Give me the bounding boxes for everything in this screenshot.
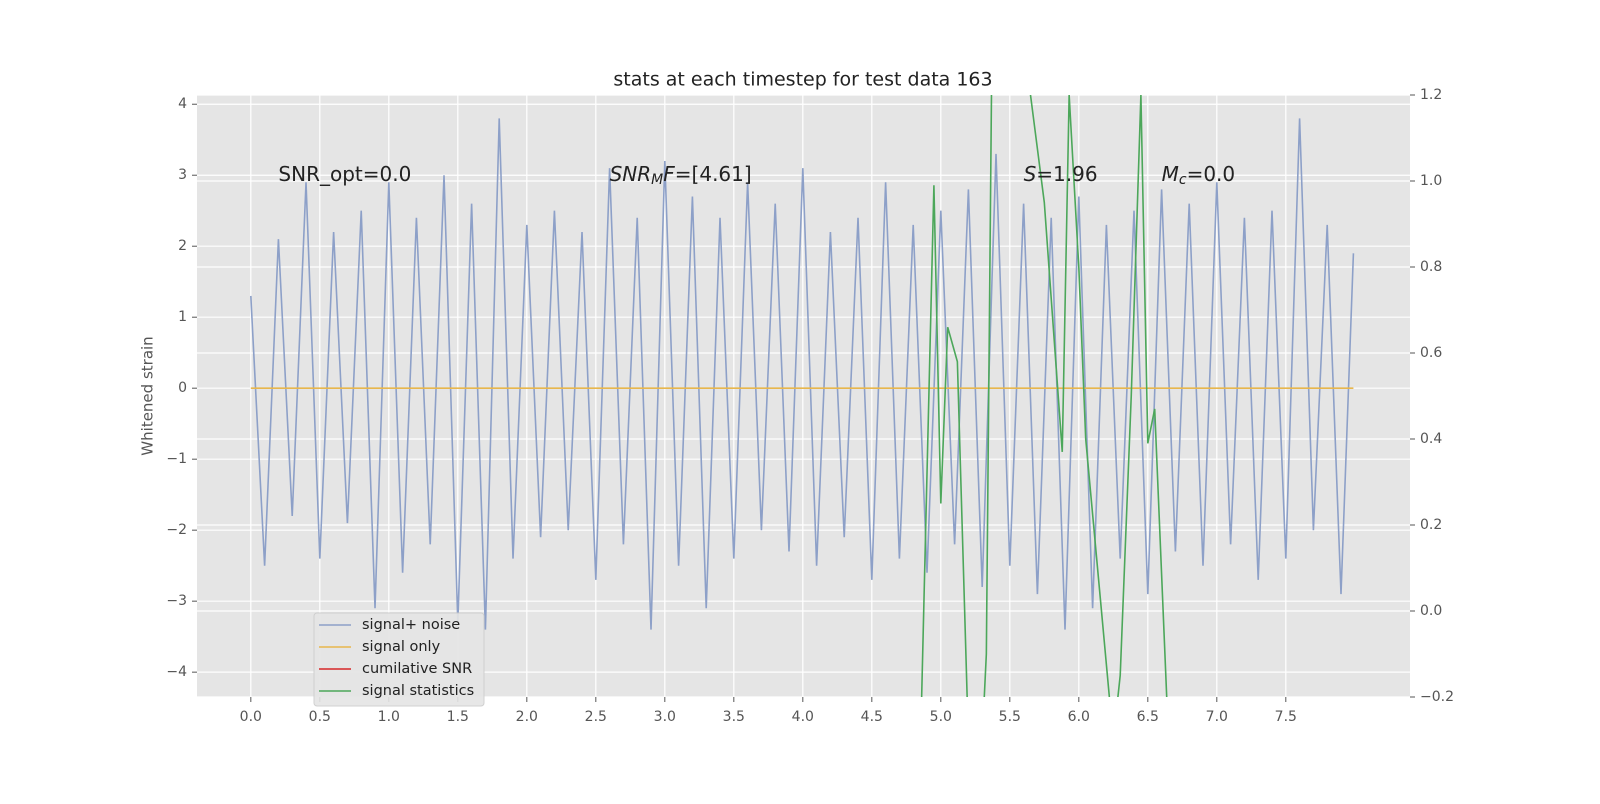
annotation: SNRMF=[4.61] <box>610 162 752 189</box>
y-tick-label: 4 <box>178 96 187 112</box>
annotation-part: =[4.61] <box>675 162 752 186</box>
y-tick-label: −3 <box>166 593 187 609</box>
x-tick-label: 1.0 <box>378 709 400 725</box>
annotation-part: F <box>663 162 675 186</box>
annotation-part: SNR <box>610 162 652 186</box>
y2-tick-label: 1.2 <box>1420 87 1442 103</box>
chart-title: stats at each timestep for test data 163 <box>613 69 992 91</box>
legend-label: signal statistics <box>362 683 474 699</box>
series-line <box>920 95 1168 697</box>
annotation-part: M <box>651 172 663 188</box>
x-tick-label: 4.5 <box>861 709 883 725</box>
x-tick-label: 3.5 <box>723 709 745 725</box>
y2-tick-label: 0.0 <box>1420 603 1442 619</box>
annotation: SNR_opt=0.0 <box>278 162 411 186</box>
y2-tick-label: 0.6 <box>1420 345 1442 361</box>
x-tick-label: 3.0 <box>654 709 676 725</box>
x-tick-label: 2.0 <box>516 709 538 725</box>
y-tick-label: 1 <box>178 309 187 325</box>
annotation-part: =1.96 <box>1036 162 1097 186</box>
legend-label: signal+ noise <box>362 617 460 633</box>
x-tick-label: 2.5 <box>585 709 607 725</box>
annotation: S=1.96 <box>1024 162 1098 186</box>
y-tick-label: −1 <box>166 451 187 467</box>
y-tick-label: −4 <box>166 664 187 680</box>
y-axis-label: Whitened strain <box>139 336 157 455</box>
y-tick-label: 0 <box>178 380 187 396</box>
annotation-part: c <box>1179 172 1187 188</box>
x-tick-label: 5.5 <box>999 709 1021 725</box>
y2-tick-label: 0.2 <box>1420 517 1442 533</box>
y2-tick-label: −0.2 <box>1420 689 1454 705</box>
annotation-part: SNR_opt=0.0 <box>278 162 411 186</box>
y-tick-label: 3 <box>178 167 187 183</box>
legend-label: signal only <box>362 639 441 655</box>
y2-tick-label: 0.4 <box>1420 431 1442 447</box>
x-tick-label: 0.0 <box>240 709 262 725</box>
x-tick-label: 0.5 <box>309 709 331 725</box>
x-tick-label: 4.0 <box>792 709 814 725</box>
x-tick-label: 6.0 <box>1068 709 1090 725</box>
series-line <box>250 118 1355 630</box>
y-tick-label: −2 <box>166 522 187 538</box>
x-tick-label: 1.5 <box>447 709 469 725</box>
annotation: Mc=0.0 <box>1162 162 1236 189</box>
x-tick-label: 7.5 <box>1275 709 1297 725</box>
x-tick-label: 7.0 <box>1206 709 1228 725</box>
annotation-part: =0.0 <box>1187 162 1236 186</box>
x-tick-label: 6.5 <box>1137 709 1159 725</box>
legend-label: cumilative SNR <box>362 661 472 677</box>
x-tick-label: 5.0 <box>930 709 952 725</box>
y-tick-label: 2 <box>178 238 187 254</box>
y2-tick-label: 1.0 <box>1420 173 1442 189</box>
annotation-part: M <box>1162 162 1179 186</box>
legend-box <box>313 612 485 707</box>
annotation-part: S <box>1024 162 1037 186</box>
y2-tick-label: 0.8 <box>1420 259 1442 275</box>
